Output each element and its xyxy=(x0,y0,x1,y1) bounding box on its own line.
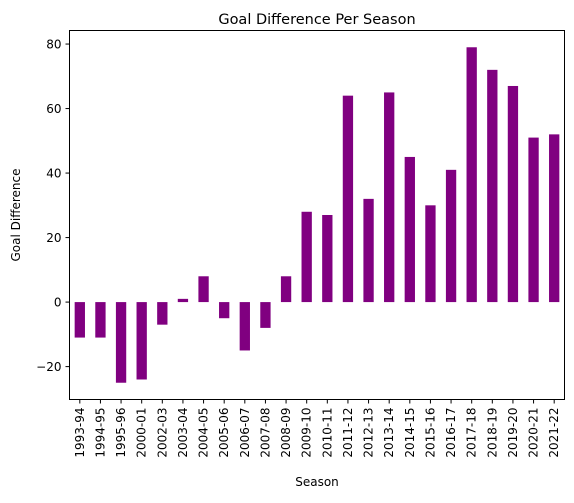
y-tick-label: 20 xyxy=(46,231,61,245)
y-tick-label: 80 xyxy=(46,38,61,52)
bar-2006-07 xyxy=(239,302,250,351)
x-axis: 1993-94 1994-95 1995-96 2000-01 2002-03 2003-… xyxy=(73,399,561,458)
bar-1995-96 xyxy=(115,302,127,383)
bar-2015-16 xyxy=(425,205,436,303)
bar-2002-03 xyxy=(157,302,168,325)
x-tick-label: 2007-08 xyxy=(258,408,272,458)
x-tick-label: 2012-13 xyxy=(362,408,376,458)
bar-2019-20 xyxy=(507,85,519,303)
x-tick-label: 2011-12 xyxy=(341,408,355,458)
x-axis-label: Season xyxy=(295,475,339,489)
x-tick-label: 2002-03 xyxy=(155,408,169,458)
bar-2000-01 xyxy=(136,302,147,380)
x-tick-label: 2008-09 xyxy=(279,408,293,458)
x-tick-label: 2016-17 xyxy=(444,408,458,458)
x-tick-label: 2015-16 xyxy=(423,408,437,458)
bar-2020-21 xyxy=(528,137,539,303)
x-tick-label: 1993-94 xyxy=(73,408,87,458)
plot-frame xyxy=(69,30,565,400)
bar-1994-95 xyxy=(95,302,106,338)
bars-group xyxy=(74,47,560,383)
x-tick-label: 2020-21 xyxy=(527,408,541,458)
bar-2009-10 xyxy=(301,211,312,303)
x-tick-label: 2021-22 xyxy=(547,408,561,458)
x-tick-label: 2006-07 xyxy=(238,408,252,458)
bar-2004-05 xyxy=(198,276,209,303)
x-tick-label: 2017-18 xyxy=(465,408,479,458)
y-axis-label: Goal Difference xyxy=(9,168,23,261)
bar-2011-12 xyxy=(342,95,354,303)
y-axis: −20 0 20 40 60 80 xyxy=(36,38,70,374)
bar-2008-09 xyxy=(280,276,292,303)
x-tick-label: 2003-04 xyxy=(176,408,190,458)
y-tick-label: 40 xyxy=(46,167,61,181)
bar-2018-19 xyxy=(487,69,498,303)
bar-2021-22 xyxy=(549,134,560,303)
x-tick-label: 2005-06 xyxy=(217,408,231,458)
bar-2017-18 xyxy=(466,47,477,303)
y-tick-label: −20 xyxy=(36,360,61,374)
x-tick-label: 2010-11 xyxy=(320,408,334,458)
x-tick-label: 1994-95 xyxy=(93,408,107,458)
x-tick-label: 1995-96 xyxy=(114,408,128,458)
x-tick-label: 2004-05 xyxy=(197,408,211,458)
bar-2014-15 xyxy=(404,156,415,303)
bar-2003-04 xyxy=(177,298,189,303)
bar-2007-08 xyxy=(260,302,271,328)
x-tick-label: 2019-20 xyxy=(506,408,520,458)
y-tick-label: 60 xyxy=(46,102,61,116)
bar-2016-17 xyxy=(445,169,457,303)
bar-2005-06 xyxy=(219,302,230,319)
x-tick-label: 2013-14 xyxy=(382,408,396,458)
y-tick-label: 0 xyxy=(54,296,62,310)
x-tick-label: 2014-15 xyxy=(403,408,417,458)
bar-2010-11 xyxy=(322,215,333,303)
chart-title: Goal Difference Per Season xyxy=(218,12,415,28)
bar-2013-14 xyxy=(384,92,395,303)
x-tick-label: 2018-19 xyxy=(485,408,499,458)
bar-1993-94 xyxy=(74,302,85,338)
x-tick-label: 2009-10 xyxy=(300,408,314,458)
x-tick-label: 2000-01 xyxy=(135,408,149,458)
bar-2012-13 xyxy=(363,198,374,303)
